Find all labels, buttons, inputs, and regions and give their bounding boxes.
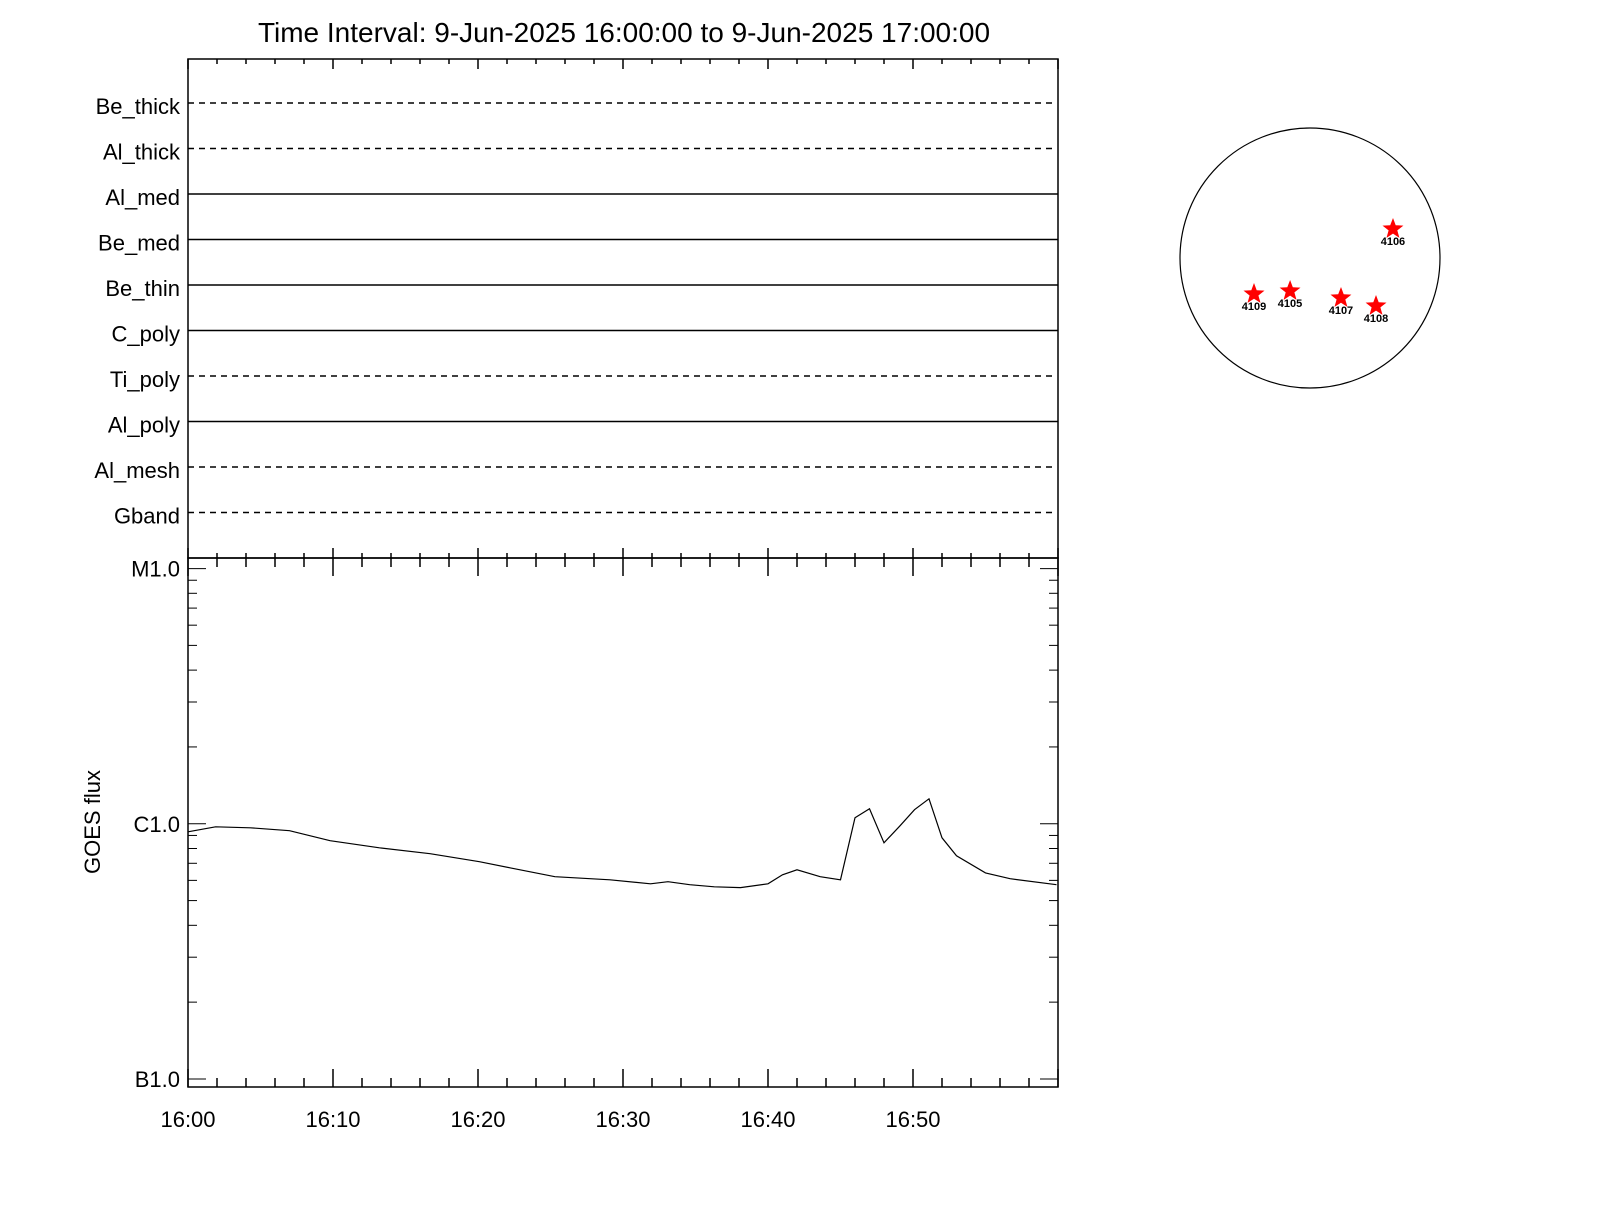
filter-label: Gband xyxy=(114,504,180,529)
x-tick-label: 16:40 xyxy=(740,1107,795,1132)
filter-label: Be_med xyxy=(98,231,180,256)
solar-disk-panel: 4106 4109 4105 4107 4108 xyxy=(1179,127,1441,389)
x-tick-label: 16:20 xyxy=(450,1107,505,1132)
active-region-label: 4109 xyxy=(1242,301,1266,313)
y-tick-label: C1.0 xyxy=(134,812,180,837)
solar-disk xyxy=(1179,127,1441,389)
filter-label: Al_med xyxy=(105,185,180,210)
x-tick-label: 16:10 xyxy=(305,1107,360,1132)
filter-label: Al_poly xyxy=(108,413,180,438)
active-region-label: 4108 xyxy=(1364,313,1388,325)
goes-panel-frame xyxy=(187,557,1059,1088)
active-region-star-icon xyxy=(1365,295,1387,315)
x-tick-label: 16:30 xyxy=(595,1107,650,1132)
active-region-label: 4107 xyxy=(1329,305,1353,317)
filter-label: C_poly xyxy=(112,322,180,347)
filter-label: Be_thick xyxy=(96,94,181,119)
filter-label: Ti_poly xyxy=(110,367,180,392)
filter-label: Al_mesh xyxy=(94,458,180,483)
filter-label: Be_thin xyxy=(105,276,180,301)
active-region-star-icon xyxy=(1243,283,1265,303)
filter-panel-frame xyxy=(187,58,1059,559)
x-tick-label: 16:50 xyxy=(885,1107,940,1132)
chart-title: Time Interval: 9-Jun-2025 16:00:00 to 9-… xyxy=(258,17,990,48)
active-region-star-icon xyxy=(1382,218,1404,238)
active-region-label: 4105 xyxy=(1278,298,1302,310)
goes-panel: M1.0 C1.0 B1.0 16:00 16:10 16:20 16:30 16:40 16:… xyxy=(131,557,1059,1132)
active-region-star-icon xyxy=(1330,287,1352,307)
active-region-star-icon xyxy=(1279,280,1301,300)
x-tick-label: 16:00 xyxy=(160,1107,215,1132)
filter-label: Al_thick xyxy=(103,140,181,165)
active-region-label: 4106 xyxy=(1381,236,1405,248)
y-tick-label: M1.0 xyxy=(131,557,180,582)
y-tick-label: B1.0 xyxy=(135,1067,180,1092)
filter-panel: Be_thick Al_thick Al_med Be_med Be_thin C_pol… xyxy=(94,58,1059,559)
goes-y-axis-label: GOES flux xyxy=(80,770,105,874)
goes-flux-line xyxy=(187,797,1057,889)
